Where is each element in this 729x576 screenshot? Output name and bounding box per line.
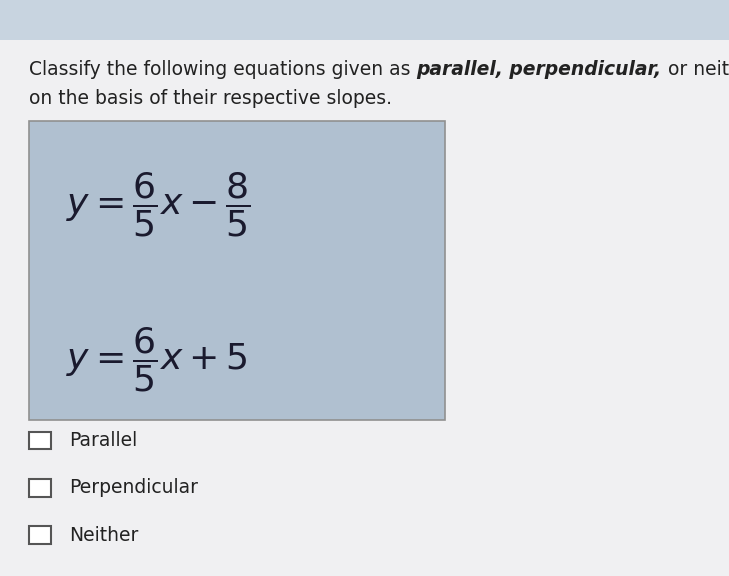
- Bar: [29, 432, 51, 449]
- Text: parallel, perpendicular,: parallel, perpendicular,: [417, 60, 662, 79]
- Text: Classify the following equations given as: Classify the following equations given a…: [29, 60, 417, 79]
- Bar: [29, 526, 51, 544]
- Bar: [29, 479, 51, 497]
- Text: Neither: Neither: [69, 526, 139, 544]
- Text: $y = \dfrac{6}{5}x + 5$: $y = \dfrac{6}{5}x + 5$: [66, 326, 247, 394]
- Text: Parallel: Parallel: [69, 431, 138, 450]
- Text: on the basis of their respective slopes.: on the basis of their respective slopes.: [29, 89, 392, 108]
- Text: Perpendicular: Perpendicular: [69, 479, 198, 497]
- Text: or neither: or neither: [662, 60, 729, 79]
- Bar: [0, 0, 729, 40]
- Text: $y = \dfrac{6}{5}x - \dfrac{8}{5}$: $y = \dfrac{6}{5}x - \dfrac{8}{5}$: [66, 170, 251, 238]
- Bar: [29, 121, 445, 420]
